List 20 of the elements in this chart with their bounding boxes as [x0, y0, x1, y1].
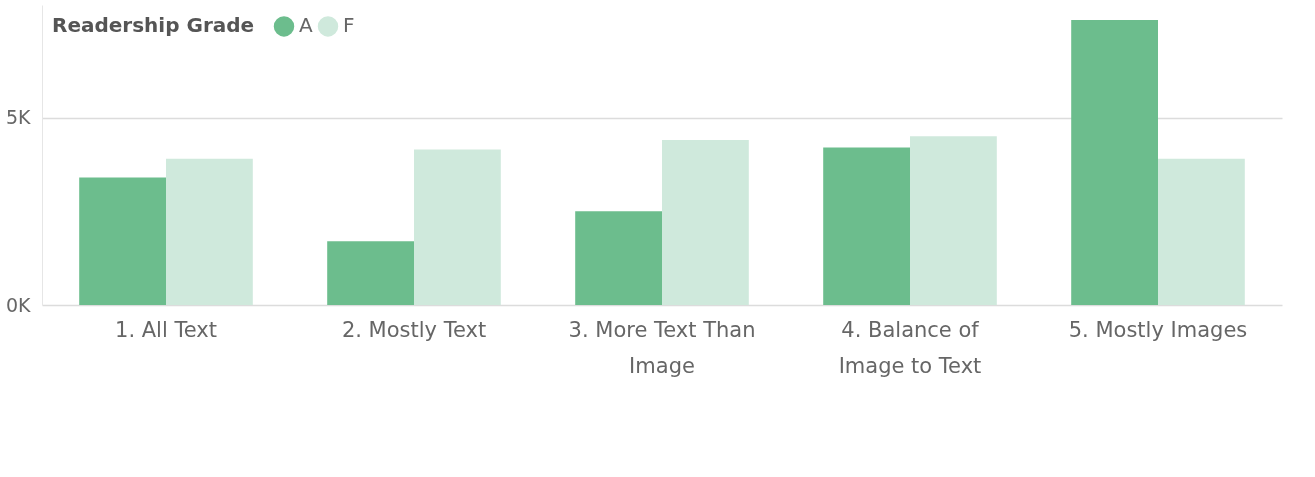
x-tick-label: 2. Mostly Text: [341, 317, 487, 342]
bar: [327, 241, 414, 305]
bar: [79, 177, 166, 305]
bar: [414, 149, 501, 305]
bar: [166, 158, 253, 305]
bar: [823, 147, 910, 305]
y-tick-label: 0K: [5, 293, 32, 316]
x-tick-label: 1. All Text: [115, 317, 217, 342]
y-tick-label: 5K: [5, 106, 32, 128]
bar: [575, 211, 662, 305]
legend-label: F: [343, 13, 355, 38]
legend-title: Readership Grade: [52, 13, 255, 37]
x-tick-label: 3. More Text Than Image: [568, 317, 756, 378]
bar: [1071, 20, 1158, 305]
x-tick-label: 5. Mostly Images: [1068, 317, 1248, 342]
x-tick-label: 4. Balance of Image to Text: [838, 317, 982, 378]
bar: [662, 140, 749, 305]
bar: [910, 136, 997, 305]
legend-label: A: [299, 13, 313, 38]
bar: [1158, 158, 1245, 305]
